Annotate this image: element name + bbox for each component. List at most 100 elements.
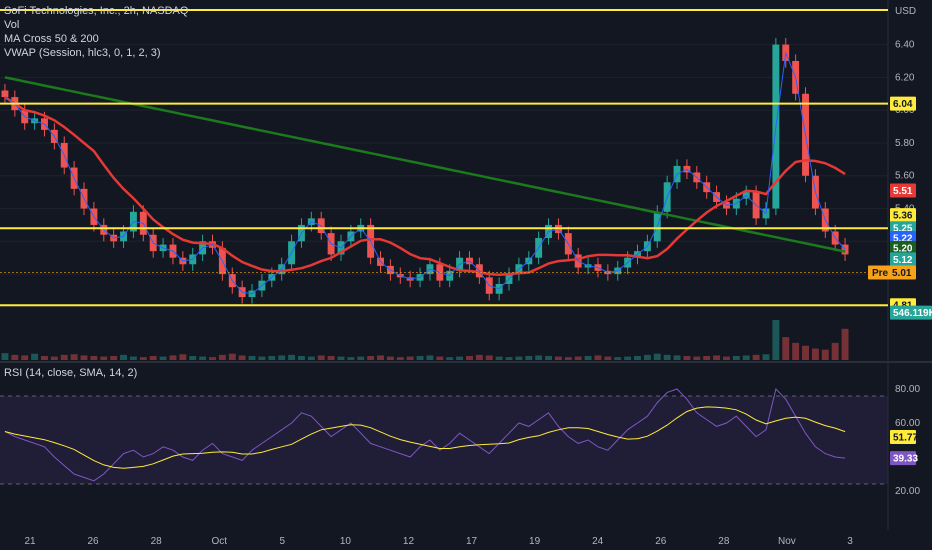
volume-bar bbox=[663, 354, 671, 360]
volume-bar bbox=[179, 354, 187, 360]
volume-bar bbox=[268, 356, 276, 360]
price-badge bbox=[890, 240, 916, 255]
volume-bar bbox=[742, 355, 750, 360]
rsi-lines bbox=[4, 388, 846, 482]
chart-legend: SoFi Technologies, Inc., 2h, NASDAQ Vol … bbox=[4, 4, 188, 60]
volume-bar bbox=[347, 357, 355, 360]
volume-bar bbox=[762, 354, 770, 360]
candle-body bbox=[1, 90, 9, 98]
rsi-line bbox=[4, 388, 846, 482]
symbol-title[interactable]: SoFi Technologies, Inc., 2h, NASDAQ bbox=[4, 5, 189, 17]
volume-bar bbox=[545, 356, 553, 360]
volume-bar bbox=[525, 356, 533, 360]
volume-bar bbox=[327, 356, 335, 360]
price-badge bbox=[890, 252, 916, 267]
volume-bar bbox=[199, 356, 207, 360]
volume-bar bbox=[50, 356, 58, 360]
rsi-label[interactable]: RSI (14, close, SMA, 14, 2) bbox=[4, 367, 138, 379]
premarket-prefix: Pre bbox=[872, 268, 889, 279]
volume-bar bbox=[248, 356, 256, 360]
volume-bar bbox=[811, 348, 819, 360]
price-badge-text: 5.51 bbox=[893, 186, 913, 197]
volume-bar bbox=[337, 356, 345, 360]
volume-bar bbox=[772, 320, 780, 360]
date-tick-label: 5 bbox=[280, 536, 286, 547]
volume-bar bbox=[446, 357, 454, 360]
volume-bar bbox=[505, 357, 513, 360]
price-badge-text: 6.04 bbox=[893, 99, 913, 110]
volume-bar bbox=[288, 354, 296, 360]
date-tick-label: 12 bbox=[403, 536, 415, 547]
volume-bar bbox=[1, 353, 9, 360]
price-badge bbox=[890, 96, 916, 111]
volume-bar bbox=[159, 356, 167, 360]
price-badge-text: 5.20 bbox=[893, 243, 913, 254]
rsi-tick-label: 20.00 bbox=[895, 486, 920, 497]
volume-bar bbox=[80, 355, 88, 360]
volume-bar bbox=[21, 355, 29, 360]
volume-bar bbox=[554, 356, 562, 360]
date-tick-label: 17 bbox=[466, 536, 478, 547]
volume-bar bbox=[278, 355, 286, 360]
volume-bars bbox=[1, 320, 849, 360]
volume-bar bbox=[317, 355, 325, 360]
volume-bar bbox=[396, 357, 404, 360]
volume-bar bbox=[228, 353, 236, 360]
volume-bar bbox=[485, 355, 493, 360]
volume-bar bbox=[367, 356, 375, 360]
rsi-badge-text: 51.77 bbox=[893, 432, 918, 443]
volume-bar bbox=[386, 356, 394, 360]
date-tick-label: 26 bbox=[655, 536, 667, 547]
volume-bar bbox=[495, 356, 503, 360]
rsi-badge bbox=[890, 429, 916, 444]
price-badge-text: 5.12 bbox=[893, 255, 913, 266]
price-tick-label: 6.40 bbox=[895, 40, 915, 51]
rsi-tick-label: 60.00 bbox=[895, 418, 920, 429]
volume-bar bbox=[60, 354, 68, 360]
vwap-line bbox=[4, 50, 846, 295]
volume-bar bbox=[614, 357, 622, 360]
date-tick-label: 28 bbox=[718, 536, 730, 547]
volume-bar bbox=[673, 355, 681, 360]
ma-cross-label[interactable]: MA Cross 50 & 200 bbox=[4, 33, 99, 45]
volume-bar bbox=[683, 356, 691, 360]
date-tick-label: 28 bbox=[151, 536, 163, 547]
vwap-label[interactable]: VWAP (Session, hlc3, 0, 1, 2, 3) bbox=[4, 47, 161, 59]
volume-bar bbox=[841, 328, 849, 360]
volume-bar bbox=[377, 355, 384, 360]
volume-bar bbox=[189, 356, 197, 360]
price-tick-label: 5.60 bbox=[895, 171, 915, 182]
volume-bar bbox=[703, 356, 711, 360]
rsi-ma-line bbox=[4, 406, 846, 469]
volume-bar bbox=[41, 356, 48, 360]
volume-bar bbox=[31, 353, 39, 360]
volume-bar bbox=[693, 356, 701, 360]
rsi-legend: RSI (14, close, SMA, 14, 2) bbox=[4, 366, 137, 380]
volume-bar bbox=[466, 356, 473, 360]
currency-label: USD bbox=[895, 6, 916, 17]
volume-bar bbox=[90, 356, 98, 360]
date-tick-label: Nov bbox=[778, 536, 796, 547]
vol-label[interactable]: Vol bbox=[4, 19, 20, 31]
volume-bar bbox=[238, 355, 246, 360]
volume-bar bbox=[139, 357, 147, 360]
price-badge bbox=[868, 265, 916, 280]
price-badge-text: 5.25 bbox=[893, 224, 913, 235]
volume-bar bbox=[782, 337, 790, 360]
price-badge bbox=[890, 183, 916, 198]
price-tick-label: 6.00 bbox=[895, 105, 915, 116]
volume-bar bbox=[406, 356, 414, 360]
indicator-lines bbox=[4, 50, 846, 295]
volume-bar bbox=[653, 353, 661, 360]
volume-bar bbox=[149, 356, 157, 360]
volume-bar bbox=[120, 354, 128, 360]
volume-bar bbox=[456, 356, 464, 360]
date-axis[interactable]: 21 26 28 Oct 5 10 12 17 19 24 26 28 Nov 3 bbox=[24, 536, 853, 547]
price-badges: 6.045.515.365.255.225.205.12Pre5.014.815… bbox=[868, 96, 932, 466]
rsi-tick-label: 80.00 bbox=[895, 384, 920, 395]
price-badge bbox=[890, 305, 932, 320]
horizontal-levels[interactable] bbox=[0, 9, 888, 307]
volume-bar bbox=[792, 342, 800, 360]
price-badge bbox=[890, 208, 916, 223]
